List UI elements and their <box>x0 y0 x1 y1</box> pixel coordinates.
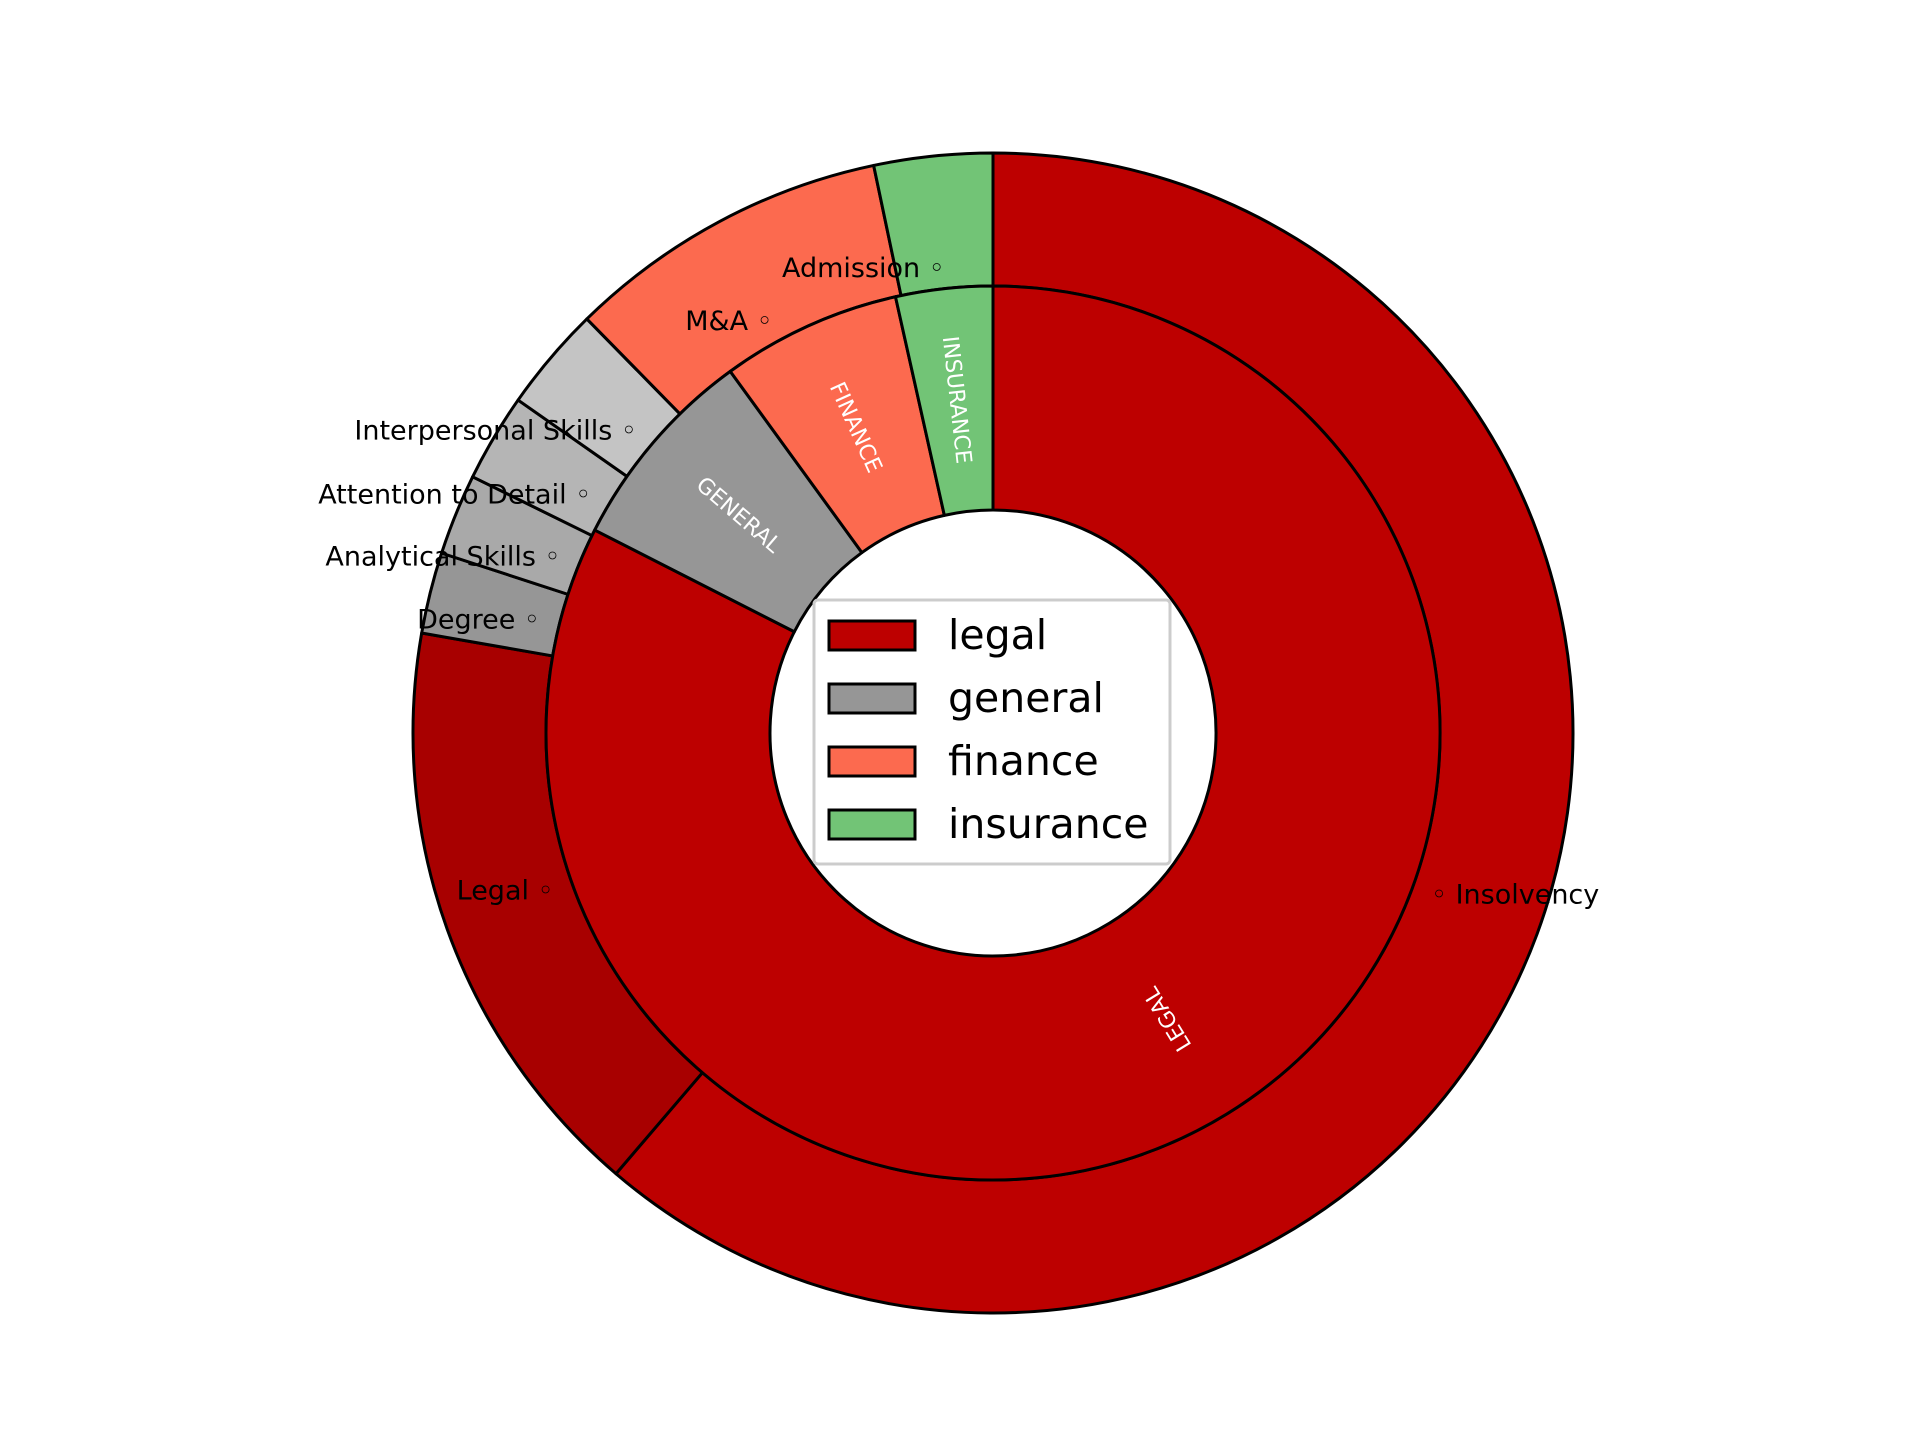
inner-slice-insurance <box>893 284 995 517</box>
legend: legal general finance insurance <box>812 598 1172 866</box>
legend-label-general: general <box>948 674 1104 722</box>
legend-label-legal: legal <box>948 611 1047 659</box>
outer-label-admission: Admission ◦ <box>782 253 945 284</box>
outer-label-interpersonal-skills: Interpersonal Skills ◦ <box>354 415 636 446</box>
outer-label-manda: M&A ◦ <box>685 306 772 337</box>
outer-labels: ◦ Insolvency Legal ◦ Degree ◦ Analytical Sk… <box>318 253 1599 910</box>
legend-label-insurance: insurance <box>948 800 1148 848</box>
outer-label-attention-to-detail: Attention to Detail ◦ <box>318 480 591 511</box>
legend-swatch-legal <box>827 619 917 652</box>
legend-box <box>812 598 1172 866</box>
inner-slice-legal <box>544 284 1442 1182</box>
legend-swatch-general <box>827 682 917 715</box>
inner-ring <box>544 284 1442 1182</box>
legend-label-finance: finance <box>948 737 1099 785</box>
outer-label-degree: Degree ◦ <box>417 605 540 636</box>
outer-label-insolvency: ◦ Insolvency <box>1431 879 1599 910</box>
outer-label-analytical-skills: Analytical Skills ◦ <box>325 542 560 573</box>
outer-label-legal: Legal ◦ <box>457 875 554 906</box>
legend-swatch-finance <box>827 745 917 778</box>
legend-swatch-insurance <box>827 808 917 841</box>
